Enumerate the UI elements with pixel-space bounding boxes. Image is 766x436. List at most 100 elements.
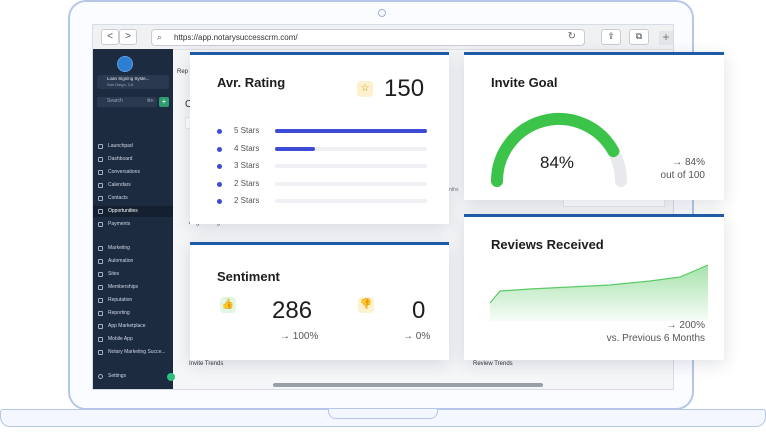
- sidebar-item-calendars[interactable]: Calendars: [93, 180, 173, 191]
- sidebar-item-memberships[interactable]: Memberships: [93, 282, 173, 293]
- star-label: 4 Stars: [234, 143, 260, 153]
- sidebar-item-launchpad[interactable]: Launchpad: [93, 141, 173, 152]
- search-placeholder: Search: [107, 98, 123, 104]
- card-title: Avr. Rating: [217, 75, 286, 90]
- sidebar-item-conversations[interactable]: Conversations: [93, 167, 173, 178]
- star-row: 2 Stars: [190, 177, 449, 191]
- sidebar-item-contacts[interactable]: Contacts: [93, 193, 173, 204]
- chart-icon: [98, 311, 103, 316]
- star-label: 3 Stars: [234, 161, 260, 170]
- rocket-icon: [98, 144, 103, 149]
- reviews-trend: → 200%: [666, 320, 705, 331]
- invite-goal-card: Invite Goal 84% → 84% out of 100: [464, 52, 724, 200]
- months-fragment: nths: [449, 187, 459, 193]
- card-title: Sentiment: [217, 269, 280, 284]
- bullet-icon: [217, 181, 222, 187]
- sidebar-item-automation[interactable]: Automation: [93, 256, 173, 267]
- contacts-icon: [98, 196, 103, 201]
- star-icon: [98, 298, 103, 303]
- star-row: 3 Stars: [190, 159, 449, 173]
- sidebar-item-notary-marketing-succe[interactable]: Notary Marketing Succe...: [93, 347, 173, 358]
- address-bar[interactable]: ⌕ https://app.notarysuccesscrm.com/ ↻: [151, 29, 585, 46]
- invite-trends-label: Invite Trends: [189, 361, 224, 367]
- reviews-received-card: Reviews Received → 200% vs. Previous 6 M…: [464, 214, 724, 360]
- url-text[interactable]: https://app.notarysuccesscrm.com/: [174, 33, 298, 42]
- sidebar: Loan Signing Syste... San Diego, CA Sear…: [93, 49, 175, 389]
- calendar-icon: [98, 183, 103, 188]
- star-bar-track: [275, 146, 427, 151]
- tabs-button[interactable]: ⧉: [629, 29, 649, 45]
- positive-count: 286: [272, 297, 313, 324]
- browser-toolbar: < > ⌕ https://app.notarysuccesscrm.com/ …: [93, 25, 673, 50]
- star-row: 5 Stars: [190, 124, 449, 138]
- page-header-fragment: Rep: [177, 69, 189, 75]
- back-button[interactable]: <: [101, 29, 119, 45]
- sidebar-item-label: Payments: [108, 221, 131, 227]
- account-switcher[interactable]: Loan Signing Syste... San Diego, CA: [97, 75, 169, 89]
- review-trends-label: Review Trends: [473, 361, 513, 367]
- sidebar-item-label: Mobile App: [108, 336, 133, 342]
- bullet-icon: [217, 164, 222, 169]
- share-button[interactable]: ⇪: [601, 29, 621, 45]
- sidebar-item-reporting[interactable]: Reporting: [93, 308, 173, 319]
- automation-icon: [98, 259, 103, 264]
- sidebar-item-label: Opportunities: [108, 208, 138, 214]
- logo-icon[interactable]: [117, 56, 133, 72]
- store-icon: [98, 324, 103, 329]
- globe-icon: [98, 272, 103, 277]
- search-icon: ⌕: [157, 32, 163, 42]
- thumbs-up-icon: 👍: [220, 297, 236, 313]
- sidebar-item-label: Sites: [108, 271, 120, 277]
- star-bar-track: [275, 181, 427, 186]
- sidebar-item-dashboard[interactable]: Dashboard: [93, 154, 173, 165]
- horizontal-scrollbar[interactable]: [273, 383, 543, 387]
- collapse-sidebar-button[interactable]: [167, 373, 175, 381]
- star-bar-track: [275, 129, 427, 133]
- card-title: Invite Goal: [491, 75, 558, 90]
- star-row: 2 Stars: [190, 194, 449, 208]
- star-bar-track: [275, 199, 427, 203]
- sidebar-item-label: Calendars: [108, 182, 131, 188]
- add-button[interactable]: +: [159, 97, 169, 107]
- sidebar-item-label: Marketing: [108, 245, 130, 251]
- card-title: Reviews Received: [491, 237, 604, 252]
- new-tab-button[interactable]: +: [659, 31, 673, 45]
- members-icon: [98, 285, 103, 290]
- group-icon: [98, 350, 103, 355]
- chat-icon: [98, 170, 103, 175]
- dashboard-icon: [98, 157, 103, 162]
- sidebar-item-opportunities[interactable]: Opportunities: [93, 206, 173, 217]
- sidebar-item-reputation[interactable]: Reputation: [93, 295, 173, 306]
- star-label: 2 Stars: [234, 178, 260, 188]
- positive-trend: → 100%: [280, 331, 319, 342]
- sidebar-item-mobile-app[interactable]: Mobile App: [93, 334, 173, 345]
- sidebar-item-label: Dashboard: [108, 156, 133, 162]
- funnel-icon: [98, 209, 103, 214]
- sidebar-search-input[interactable]: Search ⌘K: [97, 97, 157, 107]
- sidebar-item-settings[interactable]: Settings: [93, 371, 173, 382]
- invite-goal-gauge: [491, 113, 627, 187]
- reload-icon[interactable]: ↻: [567, 31, 576, 42]
- reviews-line: [490, 264, 709, 304]
- forward-button[interactable]: >: [119, 29, 137, 45]
- gauge-fill: [491, 113, 620, 187]
- sidebar-item-app-marketplace[interactable]: App Marketplace: [93, 321, 173, 332]
- rating-count: 150: [384, 75, 425, 102]
- sentiment-card: Sentiment 👍 286 → 100% 👎 0 → 0%: [190, 242, 449, 360]
- account-location: San Diego, CA: [107, 82, 134, 87]
- sidebar-item-marketing[interactable]: Marketing: [93, 243, 173, 254]
- search-shortcut: ⌘K: [146, 98, 154, 103]
- sidebar-item-label: Reputation: [108, 297, 133, 303]
- thumbs-down-icon: 👎: [358, 297, 374, 313]
- sidebar-item-label: Settings: [108, 373, 127, 379]
- sidebar-item-sites[interactable]: Sites: [93, 269, 173, 280]
- star-bar-track: [275, 164, 427, 168]
- gear-icon: [98, 374, 103, 379]
- camera-icon: [378, 9, 386, 17]
- reviews-area: [490, 265, 708, 321]
- sidebar-item-payments[interactable]: Payments: [93, 219, 173, 230]
- reviews-area-chart: [490, 264, 709, 321]
- negative-count: 0: [412, 297, 426, 324]
- star-row: 4 Stars: [190, 142, 449, 156]
- sidebar-item-label: Launchpad: [108, 143, 133, 149]
